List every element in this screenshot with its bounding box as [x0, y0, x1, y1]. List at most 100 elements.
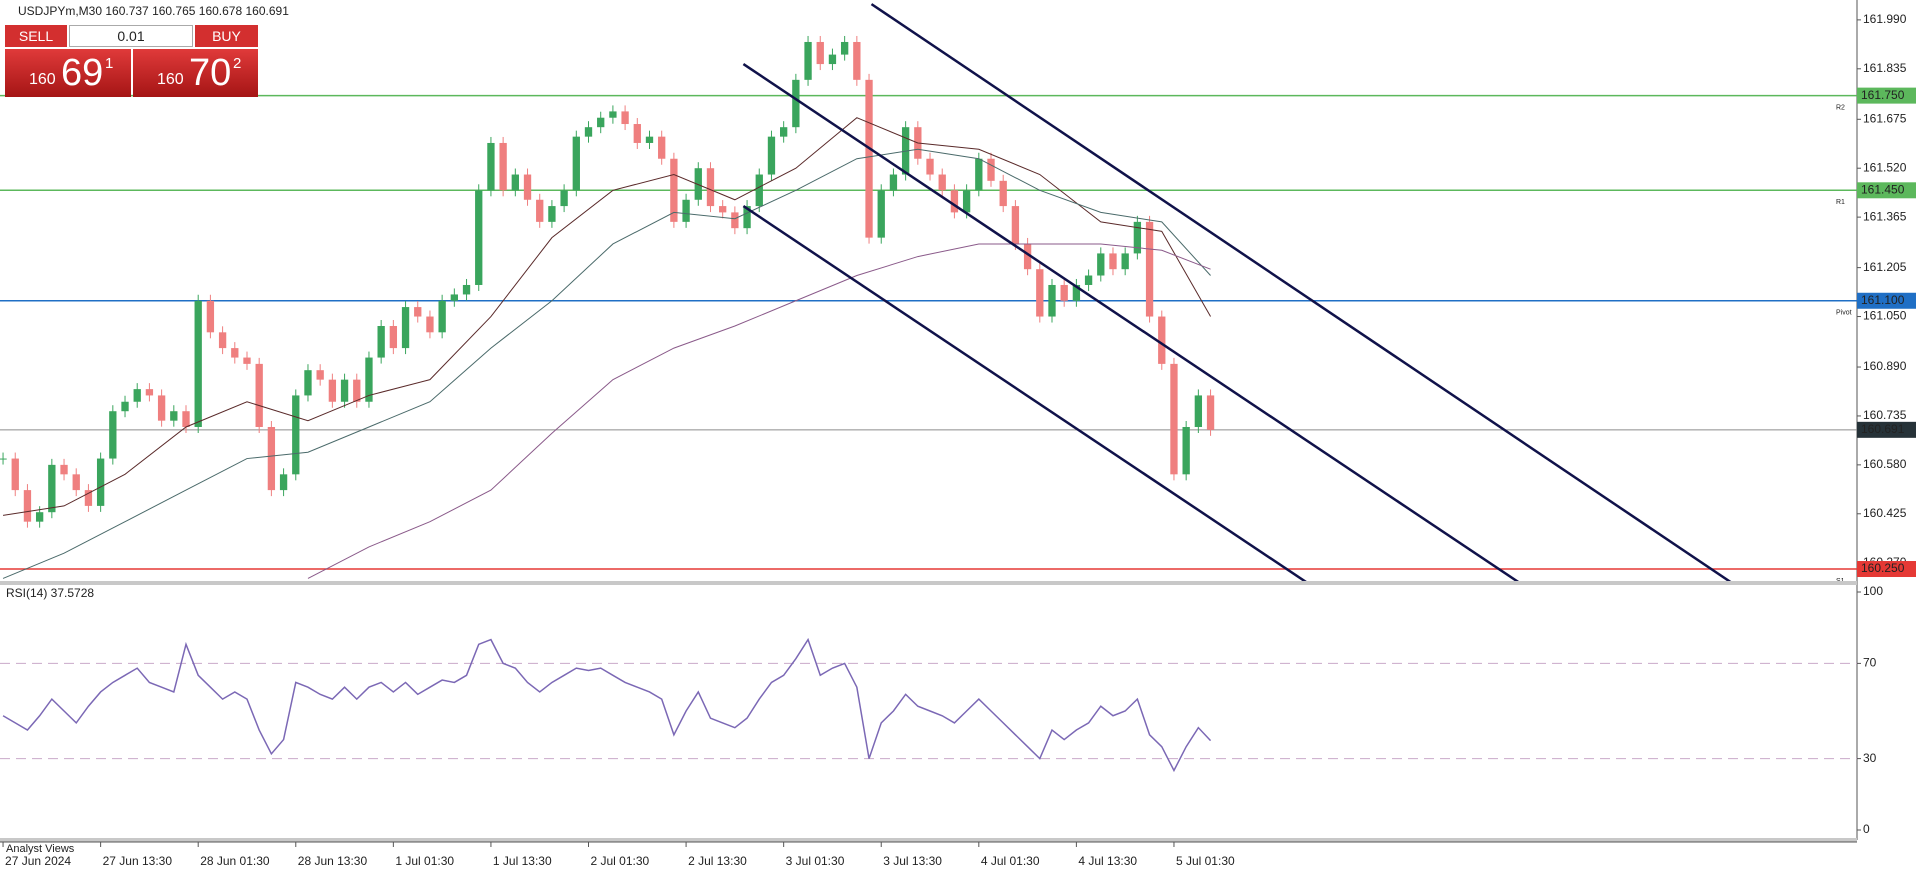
price-panel: R2 R1 Pivot S1 — [0, 3, 1857, 585]
x-tick-label: 5 Jul 01:30 — [1176, 854, 1235, 868]
candle-body — [23, 490, 32, 522]
candle-body — [1158, 316, 1166, 364]
rsi-line — [2, 637, 1212, 773]
x-tick-label: 28 Jun 01:30 — [200, 854, 270, 868]
candle-body — [548, 206, 556, 222]
candle-body — [499, 142, 507, 191]
y-tick-label: 161.675 — [1863, 111, 1907, 125]
candle-body — [170, 411, 178, 421]
level-tag: R1 — [1836, 199, 1845, 206]
candle-body — [743, 206, 751, 229]
level-tag: R2 — [1836, 104, 1845, 111]
candle-body — [487, 142, 495, 191]
candle-body — [1145, 221, 1154, 317]
channel-line — [742, 205, 1307, 581]
candle-body — [304, 370, 312, 396]
x-tick-label: 4 Jul 13:30 — [1078, 854, 1137, 868]
sell-price-sup: 1 — [105, 55, 114, 72]
candle-body — [1194, 395, 1203, 427]
sell-price-box[interactable]: 160 69 1 — [5, 49, 131, 97]
level-label: 160.250 — [1861, 561, 1905, 575]
level-label: 161.450 — [1861, 182, 1905, 196]
candle-body — [731, 212, 739, 229]
sell-price-main: 69 — [61, 52, 104, 94]
candle-body — [1206, 395, 1215, 430]
candle-body — [511, 174, 519, 191]
candle-body — [694, 168, 702, 200]
candle-body — [450, 294, 458, 301]
candle-body — [670, 158, 678, 222]
candle-body — [706, 168, 715, 207]
candle-body — [572, 136, 580, 191]
analyst-views[interactable]: Analyst Views — [6, 843, 75, 855]
level-label-bg — [1857, 561, 1916, 578]
candle-body — [1048, 284, 1056, 317]
candle-body — [267, 426, 276, 491]
candle-body — [1011, 206, 1020, 244]
y-tick-label: 0 — [1863, 822, 1870, 836]
candle-body — [438, 300, 446, 333]
level-label-bg — [1857, 87, 1916, 104]
candle-body — [72, 474, 80, 491]
candle-body — [377, 326, 385, 358]
candle-body — [975, 158, 983, 191]
candle-body — [816, 41, 824, 65]
panel-separator — [0, 581, 1857, 585]
sell-button[interactable]: SELL — [5, 25, 67, 47]
candle-body — [1170, 363, 1178, 475]
candle-body — [853, 41, 861, 80]
candle-body — [584, 127, 593, 137]
candle-body — [84, 490, 93, 506]
candle-body — [1072, 284, 1081, 301]
y-tick-label: 161.835 — [1863, 61, 1907, 75]
x-tick-label: 1 Jul 13:30 — [493, 854, 552, 868]
y-tick-label: 100 — [1863, 584, 1883, 598]
level-label-bg — [1857, 421, 1916, 438]
level-tag: Pivot — [1836, 310, 1852, 317]
candle-body — [292, 395, 300, 475]
candle-body — [389, 326, 398, 349]
candle-body — [182, 411, 190, 427]
candle-body — [804, 41, 812, 80]
candle-body — [243, 357, 251, 364]
indicator-title: RSI(14) 37.5728 — [6, 586, 94, 600]
buy-button[interactable]: BUY — [195, 25, 258, 47]
candle-body — [109, 411, 117, 459]
candle-body — [755, 174, 763, 207]
candle-body — [1182, 426, 1190, 475]
candle-body — [414, 307, 422, 317]
buy-price-big: 160 — [157, 71, 184, 88]
y-tick-label: 160.425 — [1863, 506, 1907, 520]
candle-body — [719, 206, 727, 213]
buy-price-sup: 2 — [233, 55, 242, 72]
level-label-bg — [1857, 292, 1916, 309]
level-label-bg — [1857, 182, 1916, 199]
candle-body — [60, 464, 68, 475]
candle-body — [231, 348, 239, 358]
candle-body — [35, 512, 44, 522]
lot-input[interactable]: 0.01 — [69, 25, 193, 47]
candle-body — [877, 190, 885, 238]
candle-body — [1133, 221, 1142, 254]
candle-body — [145, 389, 154, 396]
candle-body — [523, 174, 532, 200]
moving-average — [2, 148, 1211, 579]
symbol-info: USDJPYm,M30 160.737 160.765 160.678 160.… — [18, 4, 289, 18]
level-tag: S1 — [1836, 578, 1845, 585]
candle-body — [560, 190, 568, 207]
candle-body — [0, 458, 7, 460]
candle-body — [353, 379, 361, 402]
candle-body — [121, 401, 129, 412]
y-tick-label: 161.050 — [1863, 309, 1907, 323]
x-tick-label: 28 Jun 13:30 — [298, 854, 368, 868]
buy-price-box[interactable]: 160 70 2 — [133, 49, 258, 97]
level-label: 161.100 — [1861, 293, 1905, 307]
moving-average — [307, 243, 1211, 579]
candle-body — [1023, 243, 1032, 270]
candle-body — [950, 190, 959, 213]
candle-body — [682, 199, 690, 222]
candle-body — [11, 458, 19, 491]
x-tick-label: 27 Jun 13:30 — [103, 854, 173, 868]
sell-price-big: 160 — [29, 71, 56, 88]
